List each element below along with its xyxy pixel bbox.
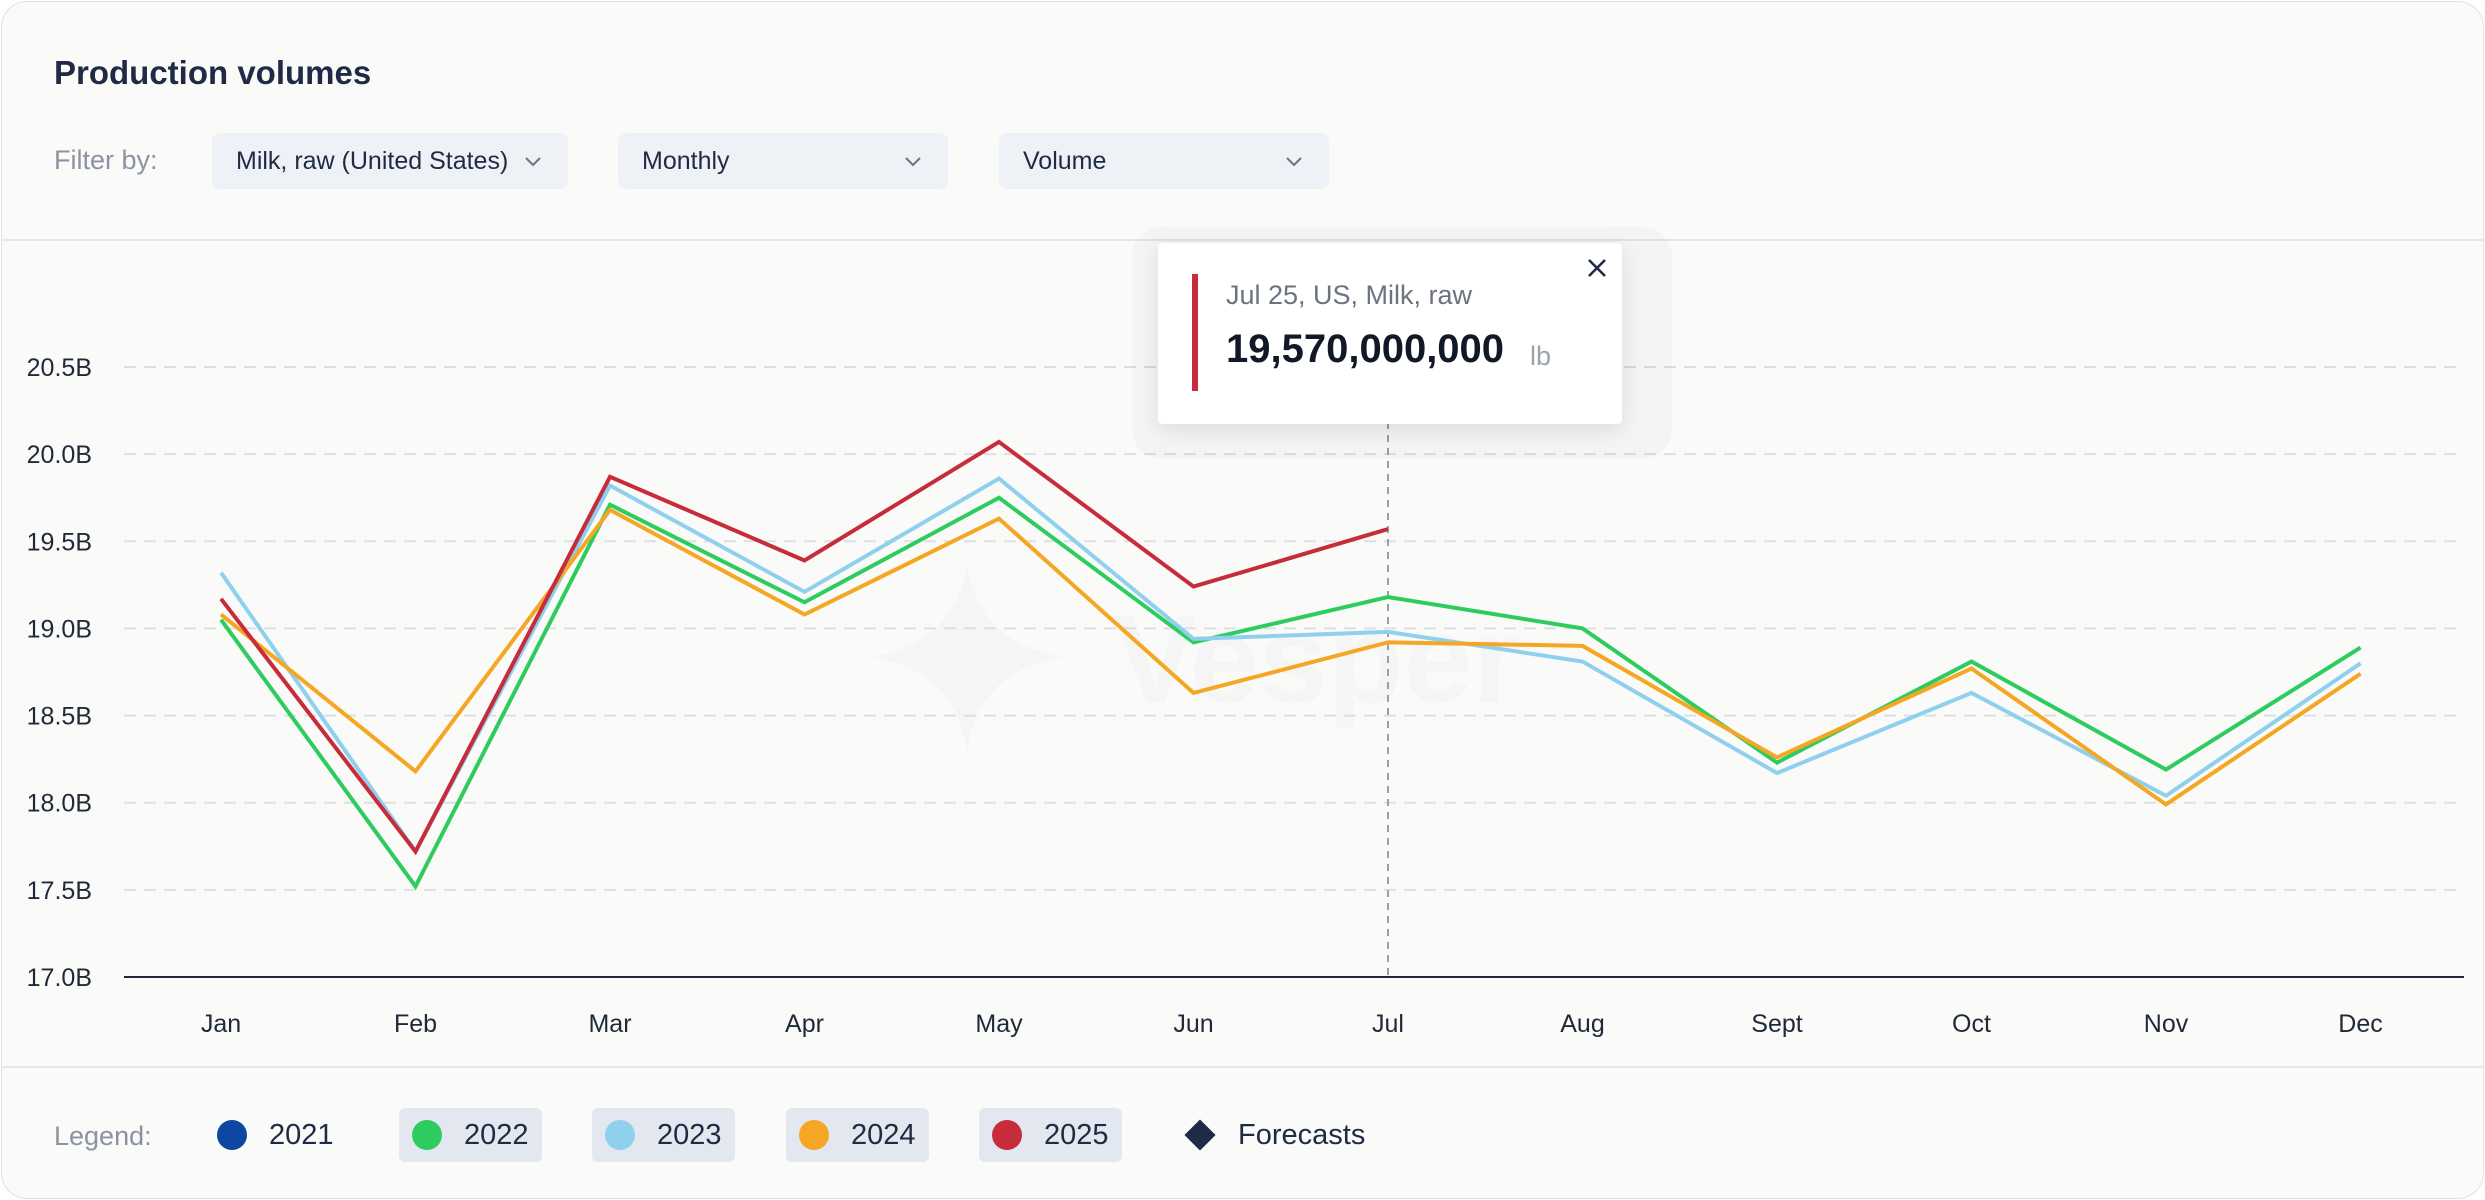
y-tick-label: 20.5B [27,354,92,382]
x-tick-label: Oct [1952,1010,1991,1038]
chevron-down-icon [1286,157,1302,167]
product-filter-dropdown[interactable]: Milk, raw (United States) [212,133,568,189]
legend-color-dot-icon [799,1120,829,1150]
legend-item-2025[interactable]: 2025 [979,1108,1122,1162]
legend-divider [2,1066,2483,1068]
x-tick-label: Aug [1560,1010,1604,1038]
legend-item-forecasts[interactable]: Forecasts [1170,1108,1378,1162]
y-tick-label: 20.0B [27,441,92,469]
legend-item-2024[interactable]: 2024 [786,1108,929,1162]
series-line-2025[interactable] [219,439,1389,856]
legend-item-2021[interactable]: 2021 [204,1108,347,1162]
filter-label: Filter by: [54,145,158,175]
frequency-filter-dropdown[interactable]: Monthly [618,133,948,189]
legend-item-label: 2023 [657,1118,722,1151]
product-filter-value: Milk, raw (United States) [236,146,509,175]
legend-color-dot-icon [412,1120,442,1150]
x-tick-label: Dec [2338,1010,2382,1038]
close-icon[interactable] [1582,253,1612,283]
y-tick-label: 19.5B [27,528,92,556]
metric-filter-dropdown[interactable]: Volume [999,133,1329,189]
vesper-watermark: Vesper [872,562,1521,752]
chevron-down-icon [525,157,541,167]
tooltip-value: 19,570,000,000 [1226,327,1505,371]
legend-color-dot-icon [605,1120,635,1150]
tooltip-unit: lb [1530,341,1552,371]
series-line-2023[interactable] [219,476,2362,856]
y-tick-label: 18.5B [27,703,92,731]
legend-item-2023[interactable]: 2023 [592,1108,735,1162]
data-tooltip: Jul 25, US, Milk, raw 19,570,000,000 lb [1158,243,1622,424]
header-divider [2,239,2483,241]
legend-item-label: 2024 [851,1118,916,1151]
legend-color-dot-icon [992,1120,1022,1150]
x-tick-label: Mar [588,1010,631,1038]
frequency-filter-value: Monthly [642,146,730,175]
chevron-down-icon [905,157,921,167]
y-tick-label: 17.0B [27,964,92,992]
legend-item-label: Forecasts [1238,1118,1366,1151]
diamond-icon [1184,1119,1216,1151]
tooltip-label: Jul 25, US, Milk, raw [1226,280,1473,310]
x-tick-label: Jul [1372,1010,1404,1038]
legend-label: Legend: [54,1121,152,1151]
x-tick-label: Jun [1173,1010,1213,1038]
legend-item-label: 2025 [1044,1118,1109,1151]
metric-filter-value: Volume [1023,146,1107,175]
legend-item-2022[interactable]: 2022 [399,1108,542,1162]
series-line-2022[interactable] [219,495,2362,891]
card-title: Production volumes [54,54,372,91]
x-tick-label: Nov [2144,1010,2189,1038]
y-tick-label: 17.5B [27,877,92,905]
x-tick-label: Apr [785,1010,824,1038]
x-tick-label: Jan [201,1010,241,1038]
legend-item-label: 2021 [269,1118,334,1151]
y-tick-label: 19.0B [27,615,92,643]
series-line-2024[interactable] [219,507,2362,807]
legend-color-dot-icon [217,1120,247,1150]
y-tick-label: 18.0B [27,790,92,818]
x-tick-label: Sept [1751,1010,1802,1038]
legend-item-label: 2022 [464,1118,529,1151]
x-tick-label: Feb [394,1010,437,1038]
tooltip-accent-bar [1192,274,1198,391]
x-tick-label: May [975,1010,1023,1038]
